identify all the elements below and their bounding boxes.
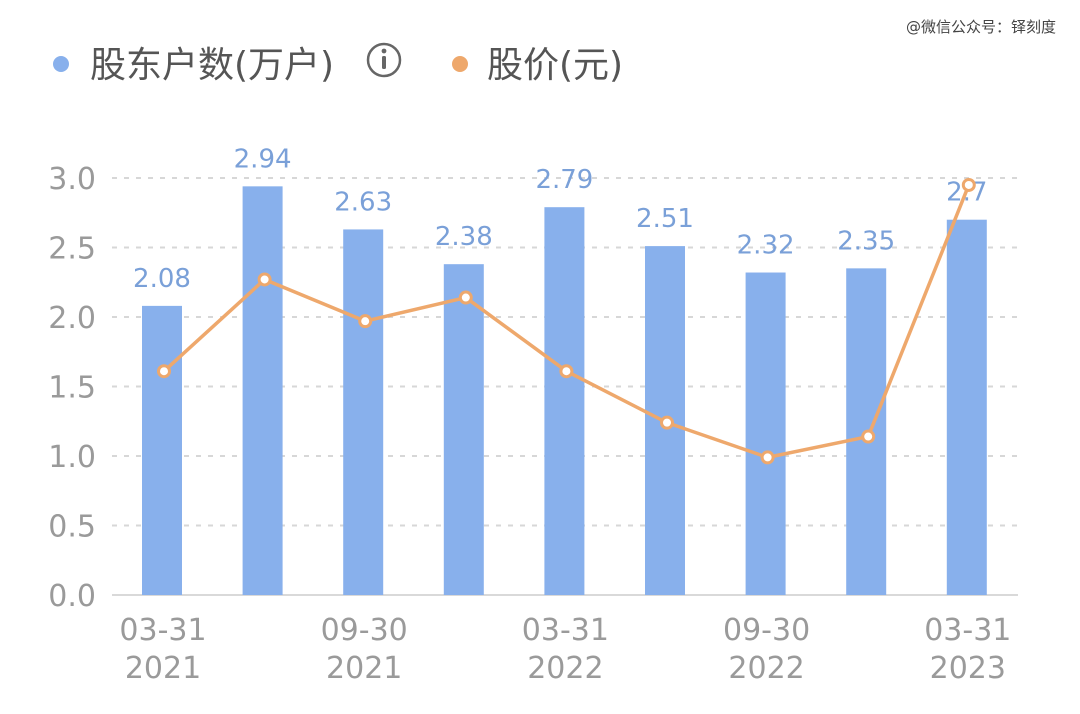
price-point[interactable]	[559, 364, 574, 379]
x-tick-year: 2022	[527, 651, 603, 686]
price-point[interactable]	[660, 415, 674, 430]
x-tick-year: 2021	[326, 651, 402, 686]
bar[interactable]	[343, 229, 384, 595]
x-tick-year: 2023	[930, 651, 1006, 686]
x-tick-label: 03-31	[924, 613, 1011, 648]
y-tick-label: 2.5	[48, 232, 96, 267]
bar-data-label: 2.35	[837, 226, 895, 256]
y-tick-label: 1.5	[48, 371, 96, 406]
x-axis: 03-31202109-30202103-31202209-30202203-3…	[119, 613, 1011, 686]
bar[interactable]	[142, 305, 182, 595]
bar[interactable]	[745, 272, 786, 595]
x-tick-label: 09-30	[723, 613, 810, 648]
price-point[interactable]	[760, 450, 775, 465]
bar-data-label: 2.79	[535, 165, 593, 195]
legend: 股东户数(万户) 股价(元)	[53, 42, 623, 86]
price-point[interactable]	[257, 272, 272, 287]
bar[interactable]	[544, 207, 585, 595]
bar-data-label: 2.08	[133, 264, 191, 294]
y-tick-label: 1.0	[48, 440, 96, 475]
legend-bar-marker	[53, 56, 69, 72]
bar[interactable]	[946, 219, 987, 595]
bar-data-label: 2.94	[234, 144, 292, 174]
legend-line-marker	[452, 56, 468, 72]
bar-series	[142, 186, 987, 596]
x-tick-label: 03-31	[522, 613, 609, 648]
y-tick-label: 2.0	[48, 301, 96, 336]
x-tick-year: 2021	[125, 651, 201, 686]
x-tick-label: 03-31	[119, 613, 206, 648]
x-tick-label: 09-30	[321, 613, 408, 648]
bar-data-label: 2.51	[636, 204, 694, 234]
info-icon[interactable]	[366, 42, 402, 78]
line-series	[157, 177, 976, 465]
bar-data-labels: 2.082.942.632.382.792.512.32 2.352.7	[133, 144, 987, 294]
legend-line-label: 股价(元)	[487, 45, 623, 86]
y-tick-label: 3.0	[48, 162, 96, 197]
bar-data-label: 2.32	[737, 231, 795, 261]
y-axis: 0.0 0.5 1.0 1.5 2.0 2.5 3.0	[48, 162, 96, 614]
price-point[interactable]	[358, 314, 373, 329]
x-tick-year: 2022	[728, 651, 804, 686]
bar-data-label: 2.63	[334, 187, 392, 217]
watermark: @微信公众号：铎刻度	[906, 18, 1056, 36]
y-tick-label: 0.5	[48, 510, 96, 545]
bar-data-label: 2.38	[435, 222, 493, 252]
price-point[interactable]	[861, 429, 876, 444]
bar[interactable]	[242, 186, 283, 595]
y-tick-label: 0.0	[48, 579, 96, 614]
price-point[interactable]	[458, 290, 473, 305]
price-point[interactable]	[961, 177, 976, 192]
bar[interactable]	[443, 264, 484, 595]
legend-bar-label: 股东户数(万户)	[90, 45, 334, 86]
price-point[interactable]	[157, 364, 171, 379]
